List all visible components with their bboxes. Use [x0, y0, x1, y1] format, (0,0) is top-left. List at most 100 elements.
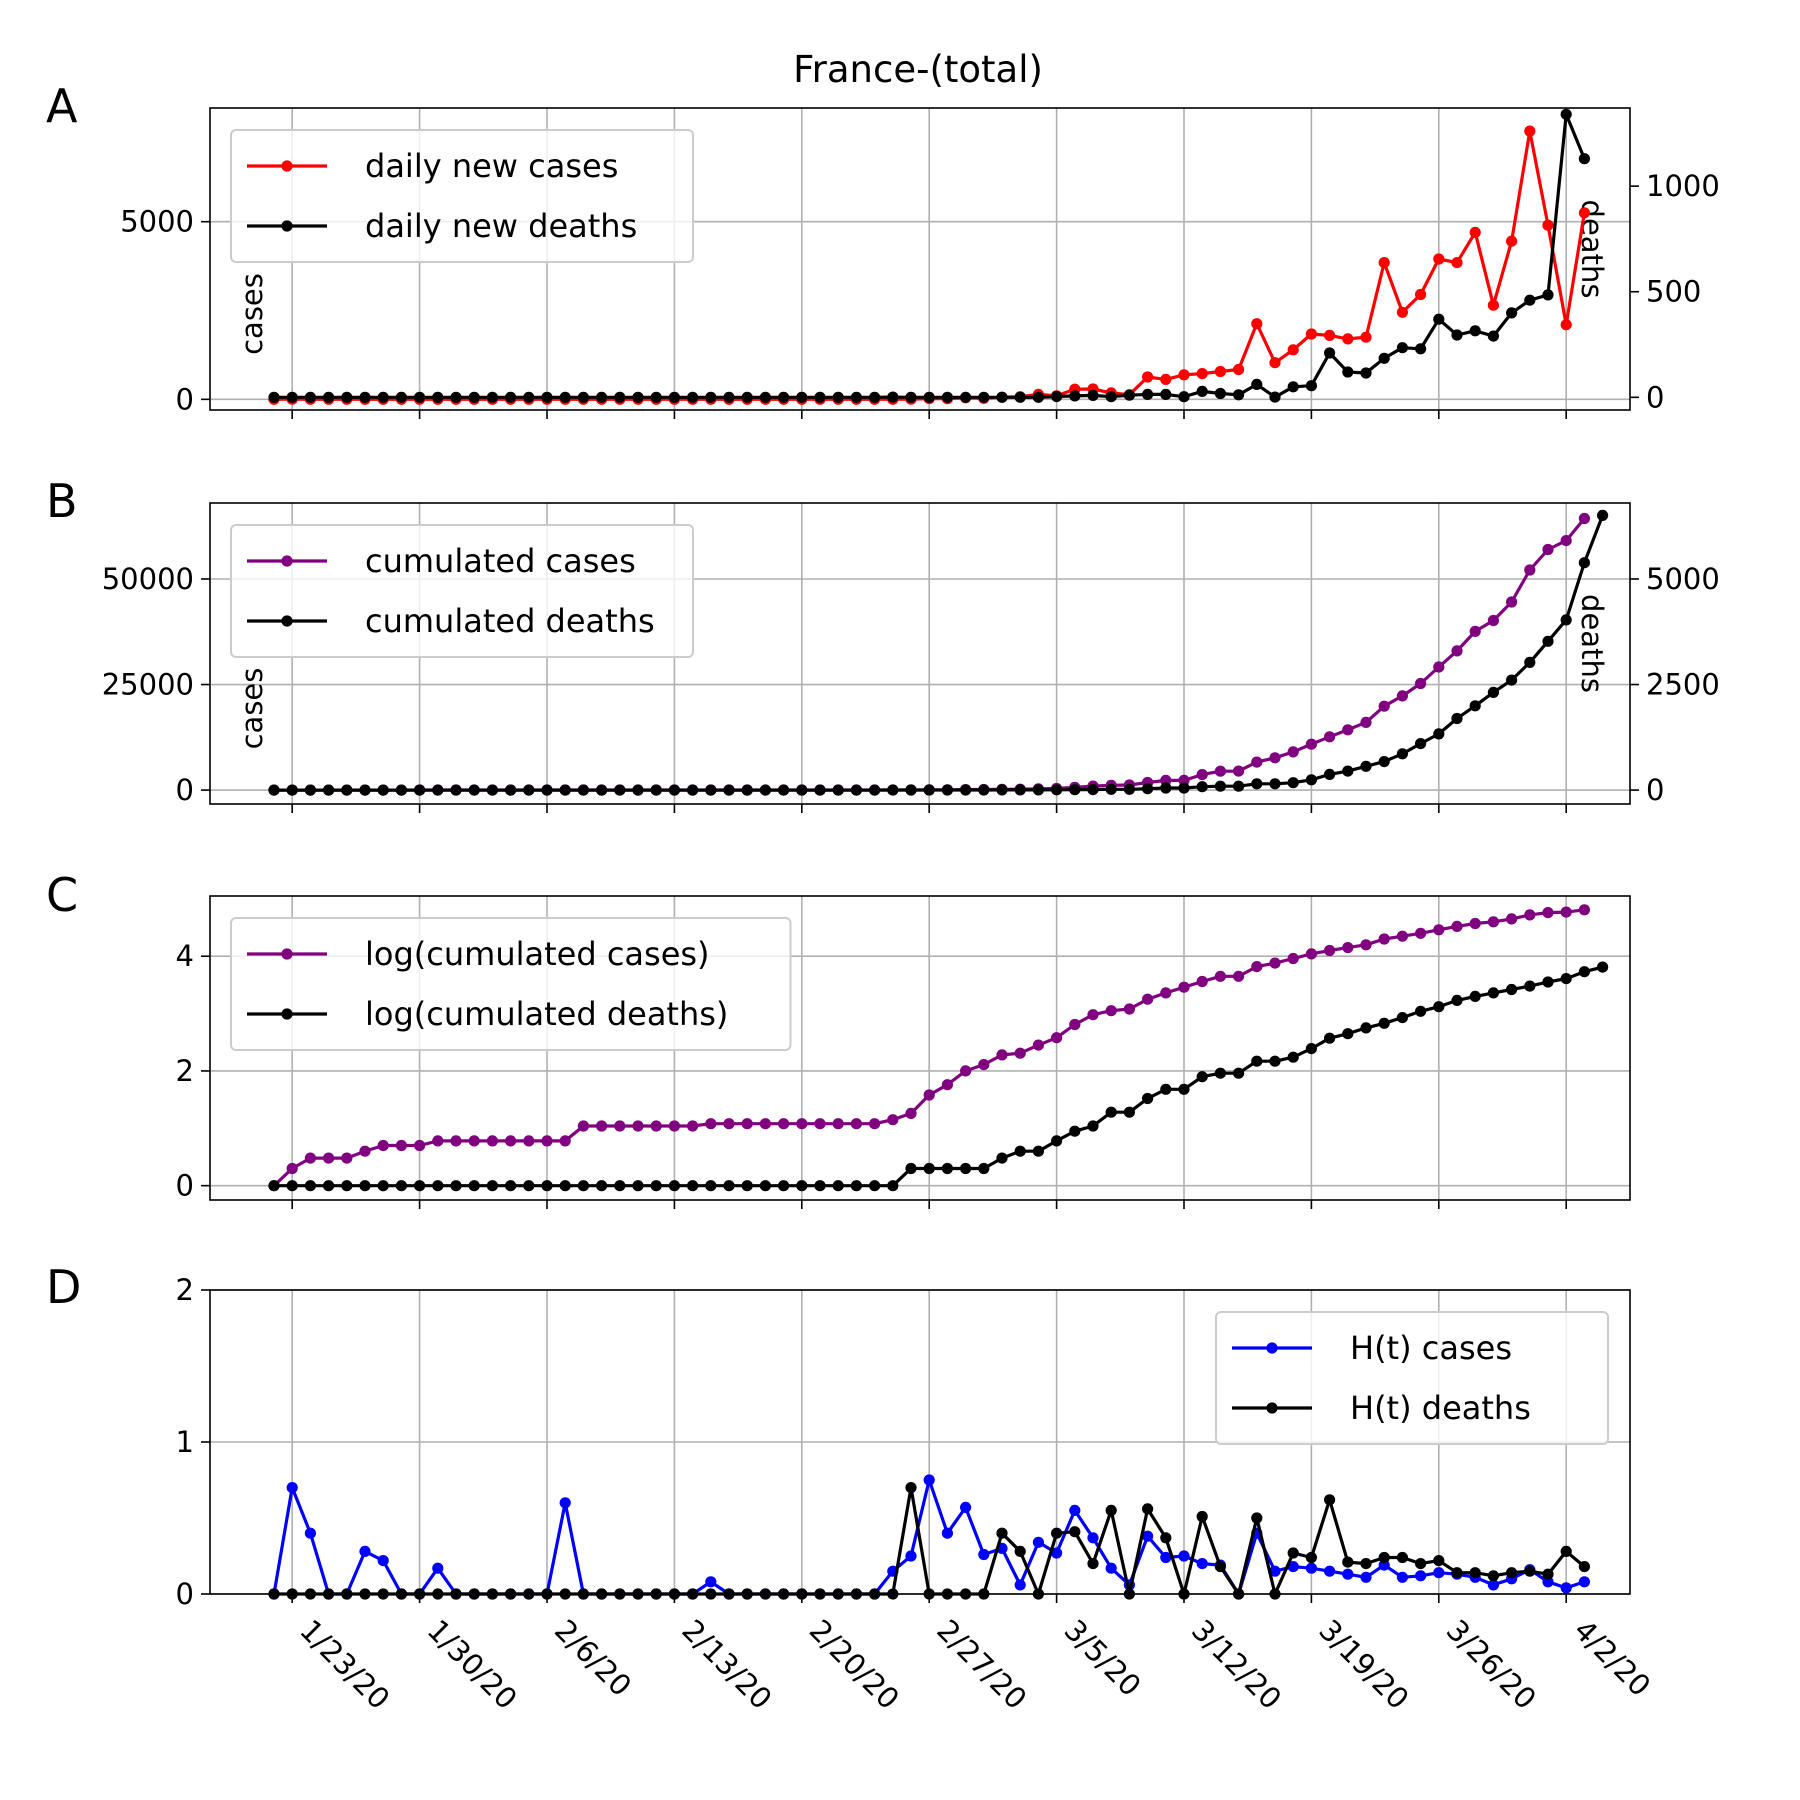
data-point: [1251, 756, 1263, 768]
data-point: [1415, 1570, 1427, 1582]
panel-letter: D: [46, 1260, 81, 1314]
data-point: [1269, 357, 1281, 369]
data-point: [705, 784, 717, 796]
data-point: [1560, 1582, 1572, 1594]
data-point: [1560, 319, 1572, 331]
data-point: [395, 1180, 407, 1192]
data-point: [1378, 700, 1390, 712]
data-point: [1051, 1547, 1063, 1559]
data-point: [668, 784, 681, 796]
panel-letter: C: [46, 868, 78, 922]
data-point: [1597, 509, 1609, 521]
data-point: [996, 391, 1008, 403]
y-tick-label: 25000: [102, 668, 194, 702]
data-point: [723, 391, 735, 403]
data-point: [869, 1180, 881, 1192]
data-point: [323, 1180, 335, 1192]
data-point: [1451, 645, 1463, 657]
data-point: [778, 1118, 790, 1130]
data-point: [759, 784, 772, 796]
data-point: [1069, 1504, 1081, 1516]
data-point: [1069, 390, 1081, 402]
data-point: [1178, 782, 1190, 794]
data-point: [1142, 1092, 1154, 1105]
data-point: [887, 784, 899, 796]
data-point: [541, 784, 553, 796]
data-point: [596, 784, 608, 796]
data-point: [978, 1162, 990, 1175]
data-point: [1160, 388, 1172, 400]
data-point: [1542, 1568, 1554, 1580]
series-log-cumulated-deaths: [268, 961, 1609, 1192]
data-point: [614, 1180, 626, 1192]
figure-title: France-(total): [793, 48, 1043, 91]
y2-axis-label-deaths: deaths: [1575, 594, 1609, 693]
data-point: [1451, 920, 1463, 933]
data-point: [832, 1180, 844, 1192]
data-point: [1506, 307, 1518, 319]
data-point: [960, 784, 972, 796]
data-point: [1178, 1550, 1190, 1562]
data-point: [850, 1118, 863, 1130]
data-point: [1196, 1558, 1208, 1570]
data-point: [596, 1180, 608, 1192]
data-point: [377, 1555, 389, 1567]
data-point: [1451, 1567, 1463, 1579]
data-point: [960, 1162, 972, 1175]
data-point: [1378, 352, 1390, 364]
panel-letter: A: [46, 79, 78, 133]
data-point: [1433, 1567, 1445, 1579]
data-point: [1342, 942, 1354, 954]
data-point: [1378, 1017, 1390, 1029]
data-point: [1032, 784, 1044, 796]
data-point: [778, 1180, 790, 1192]
legend-swatch-marker: [281, 160, 293, 172]
data-point: [414, 391, 426, 403]
data-point: [1069, 1018, 1081, 1031]
data-point: [1287, 777, 1299, 789]
data-point: [1451, 257, 1463, 269]
legend: H(t) cases H(t) deaths: [1215, 1311, 1609, 1445]
data-point: [923, 1474, 935, 1486]
data-point: [1360, 367, 1372, 379]
data-point: [1578, 904, 1590, 916]
data-point: [1487, 1579, 1499, 1591]
data-point: [1269, 1055, 1281, 1067]
data-point: [1578, 1561, 1590, 1573]
data-point: [1360, 331, 1372, 343]
data-point: [1378, 257, 1390, 269]
data-point: [395, 1139, 407, 1152]
data-point: [1051, 1032, 1063, 1044]
y2-tick-label: 0: [1646, 380, 1664, 414]
data-point: [304, 1152, 316, 1164]
data-point: [1305, 328, 1317, 340]
data-point: [1087, 1532, 1099, 1544]
data-point: [1305, 1551, 1317, 1564]
data-point: [596, 391, 608, 403]
data-point: [1396, 690, 1408, 702]
legend-swatch-marker: [281, 220, 293, 232]
data-point: [1506, 235, 1518, 247]
data-point: [468, 1180, 480, 1192]
data-point: [1469, 700, 1481, 712]
data-point: [395, 391, 407, 403]
data-point: [1251, 1055, 1263, 1067]
data-point: [323, 1152, 335, 1164]
data-point: [1069, 1125, 1081, 1137]
data-point: [1542, 976, 1554, 988]
data-point: [450, 784, 462, 796]
panel-letter: B: [46, 474, 78, 528]
data-point: [304, 1527, 316, 1539]
data-point: [1014, 1047, 1026, 1059]
data-point: [632, 391, 644, 403]
legend-label: H(t) deaths: [1350, 1389, 1531, 1427]
data-point: [1014, 1145, 1026, 1157]
data-point: [1051, 784, 1063, 796]
legend: daily new cases daily new deaths: [230, 129, 694, 263]
data-point: [1578, 207, 1590, 219]
data-point: [1087, 1009, 1099, 1021]
data-point: [687, 1180, 699, 1192]
data-point: [1142, 388, 1154, 400]
data-point: [1578, 557, 1590, 569]
